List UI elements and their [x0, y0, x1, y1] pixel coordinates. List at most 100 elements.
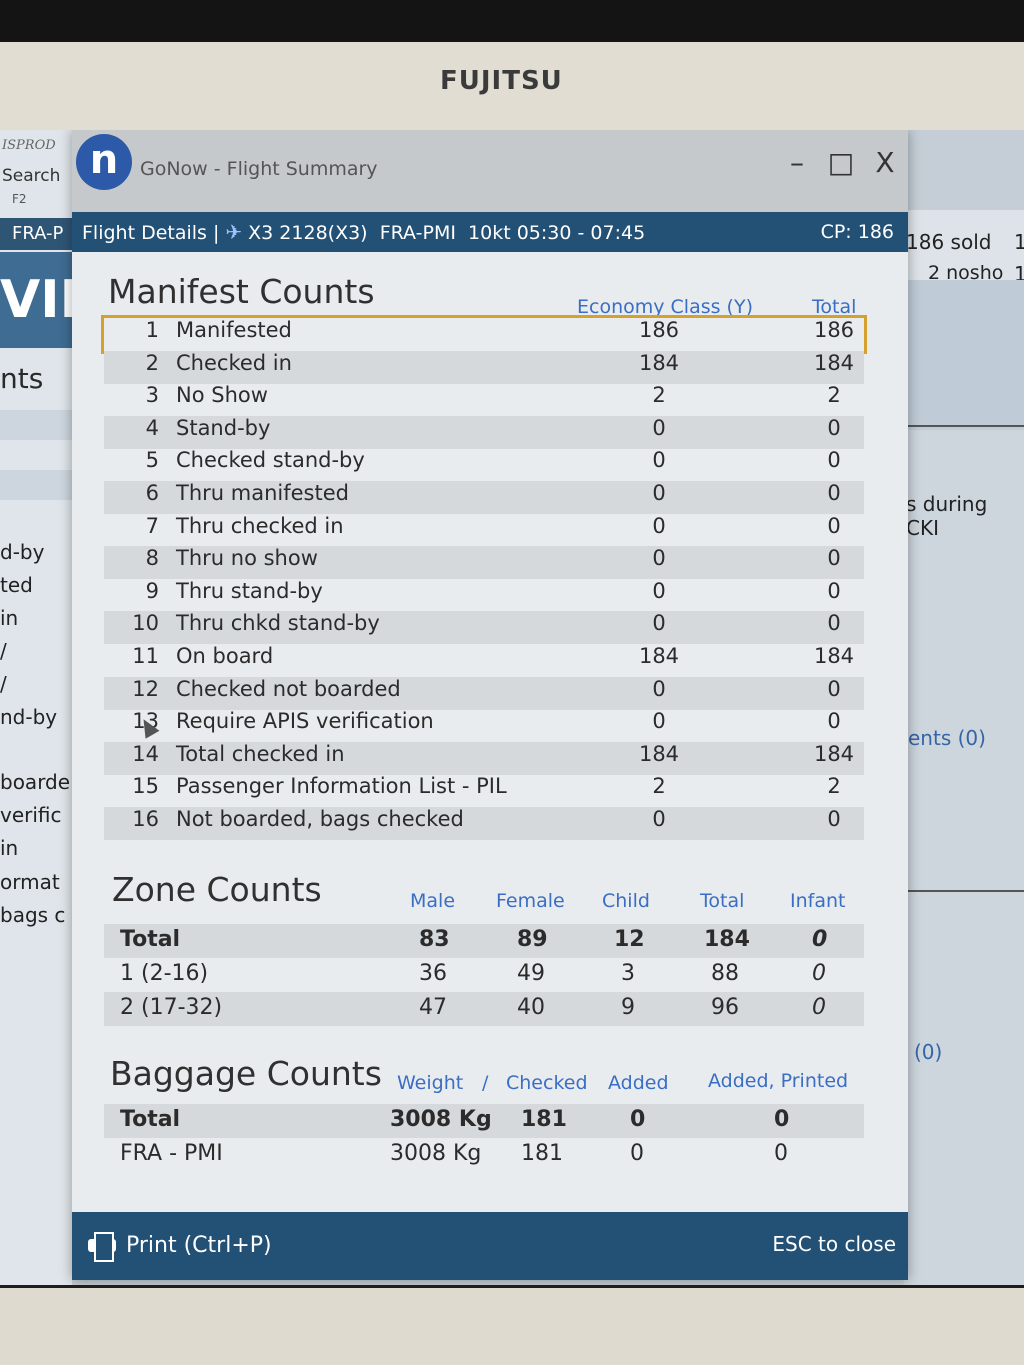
manifest-row-label: Checked stand-by: [176, 448, 365, 472]
manifest-row-number: 13: [132, 709, 159, 733]
manifest-row-total: 2: [827, 383, 841, 407]
manifest-row-label: Total checked in: [176, 742, 345, 766]
manifest-row-economy: 0: [652, 677, 666, 701]
esc-close-hint[interactable]: ESC to close: [772, 1232, 896, 1256]
window-title: GoNow - Flight Summary: [140, 158, 378, 180]
manifest-row-number: 9: [145, 579, 159, 603]
zone-male-header: Male: [410, 890, 456, 912]
manifest-row-economy: 0: [652, 807, 666, 831]
manifest-row[interactable]: 1 Manifested 186 186: [101, 315, 867, 354]
manifest-row-label: Not boarded, bags checked: [176, 807, 464, 831]
bg-list-fragment: ormat: [0, 870, 60, 894]
bg-list-fragment: in: [0, 606, 19, 630]
monitor-bezel-top: FUJITSU: [0, 0, 1024, 130]
flight-number: X3 2128(X3): [248, 222, 368, 244]
manifest-row[interactable]: 15 Passenger Information List - PIL 2 2: [104, 774, 864, 807]
baggage-added-printed-header: Added, Printed: [708, 1070, 849, 1092]
manifest-row-total: 0: [827, 709, 841, 733]
bg-noshow-count: 2 nosho: [928, 262, 1004, 284]
zone-male: 83: [419, 927, 450, 952]
manifest-row-label: Require APIS verification: [176, 709, 434, 733]
flight-details-group: Flight Details | ✈ X3 2128(X3) FRA-PMI 10k…: [82, 212, 645, 253]
bg-sold-extra: 1: [1014, 230, 1024, 254]
maximize-button[interactable]: □: [827, 146, 855, 179]
zone-infant: 0: [812, 927, 828, 952]
background-app-left: ISPROD Search F2 FRA-P VIE nts d-by ted …: [0, 130, 95, 1285]
manifest-row-number: 8: [145, 546, 159, 570]
manifest-row-total: 0: [827, 481, 841, 505]
baggage-checked-header: Checked: [506, 1072, 588, 1094]
manifest-row-number: 12: [132, 677, 159, 701]
baggage-counts-title: Baggage Counts: [110, 1054, 382, 1093]
manifest-row-number: 10: [132, 611, 159, 635]
manifest-row[interactable]: 13 Require APIS verification 0 0: [104, 709, 864, 742]
manifest-row[interactable]: 16 Not boarded, bags checked 0 0: [104, 807, 864, 840]
manifest-row-total: 186: [813, 318, 855, 342]
bg-f2-hint: F2: [12, 192, 27, 206]
baggage-added-printed: 0: [774, 1141, 788, 1166]
manifest-row-economy: 0: [652, 546, 666, 570]
manifest-row[interactable]: 4 Stand-by 0 0: [104, 416, 864, 449]
manifest-row[interactable]: 12 Checked not boarded 0 0: [104, 677, 864, 710]
manifest-row[interactable]: 14 Total checked in 184 184: [104, 742, 864, 775]
baggage-weight: 3008 Kg: [390, 1141, 482, 1166]
manifest-row[interactable]: 9 Thru stand-by 0 0: [104, 579, 864, 612]
dialog-footer: Print (Ctrl+P) ESC to close: [72, 1212, 908, 1280]
minimize-button[interactable]: –: [790, 146, 804, 179]
monitor-brand-label: FUJITSU: [440, 66, 563, 96]
zone-total: 96: [711, 995, 739, 1020]
zone-counts-title: Zone Counts: [112, 870, 322, 909]
baggage-weight-header: Weight: [397, 1072, 464, 1094]
manifest-row[interactable]: 5 Checked stand-by 0 0: [104, 448, 864, 481]
bg-ents-link[interactable]: ents (0): [908, 726, 986, 750]
zone-row-total: Total 83 89 12 184 0: [104, 924, 864, 958]
baggage-added: 0: [630, 1107, 646, 1132]
screen: ISPROD Search F2 FRA-P VIE nts d-by ted …: [0, 130, 1024, 1285]
zone-female: 49: [517, 961, 545, 986]
manifest-row-total: 2: [827, 774, 841, 798]
bg-list-fragment: /: [0, 672, 7, 696]
manifest-row-label: Thru checked in: [176, 514, 344, 538]
flight-details-bar: Flight Details | ✈ X3 2128(X3) FRA-PMI 10k…: [72, 212, 908, 252]
manifest-row-economy: 0: [652, 579, 666, 603]
bg-noshow-extra: 1: [1014, 262, 1024, 286]
bg-divider: [904, 890, 1024, 892]
zone-row: 2 (17-32) 47 40 9 96 0: [104, 992, 864, 1026]
manifest-counts-title-text: Manifest Counts: [108, 272, 375, 311]
total-column-header: Total: [812, 296, 857, 318]
manifest-row[interactable]: 2 Checked in 184 184: [104, 351, 864, 384]
baggage-checked: 181: [521, 1141, 563, 1166]
manifest-row-number: 5: [145, 448, 159, 472]
manifest-row[interactable]: 7 Thru checked in 0 0: [104, 514, 864, 547]
print-button[interactable]: Print (Ctrl+P): [88, 1232, 272, 1262]
manifest-row-total: 0: [827, 514, 841, 538]
manifest-row[interactable]: 6 Thru manifested 0 0: [104, 481, 864, 514]
manifest-row-number: 7: [145, 514, 159, 538]
manifest-row[interactable]: 8 Thru no show 0 0: [104, 546, 864, 579]
zone-counts-title-text: Zone Counts: [112, 870, 322, 909]
bg-search-button[interactable]: Search: [2, 166, 61, 186]
zone-total-header: Total: [700, 890, 745, 912]
bg-row-band: [0, 410, 72, 440]
manifest-row-total: 0: [827, 579, 841, 603]
manifest-row-number: 6: [145, 481, 159, 505]
manifest-row-total: 184: [813, 351, 855, 375]
manifest-row-economy: 0: [652, 416, 666, 440]
manifest-row-total: 0: [827, 448, 841, 472]
zone-label: 1 (2-16): [120, 961, 209, 986]
manifest-row[interactable]: 10 Thru chkd stand-by 0 0: [104, 611, 864, 644]
zone-label: 2 (17-32): [120, 995, 223, 1020]
zone-female: 40: [517, 995, 545, 1020]
zone-female-header: Female: [496, 890, 565, 912]
manifest-row-economy: 0: [652, 448, 666, 472]
bg-zero-link[interactable]: (0): [914, 1040, 943, 1064]
zone-child: 9: [621, 995, 635, 1020]
print-button-label: Print (Ctrl+P): [126, 1232, 272, 1258]
manifest-row-label: Checked not boarded: [176, 677, 401, 701]
manifest-row-economy: 184: [638, 644, 680, 668]
bg-env-label: ISPROD: [2, 138, 56, 153]
manifest-row[interactable]: 11 On board 184 184: [104, 644, 864, 677]
manifest-row-total: 0: [827, 416, 841, 440]
close-button[interactable]: X: [875, 146, 895, 179]
manifest-row[interactable]: 3 No Show 2 2: [104, 383, 864, 416]
